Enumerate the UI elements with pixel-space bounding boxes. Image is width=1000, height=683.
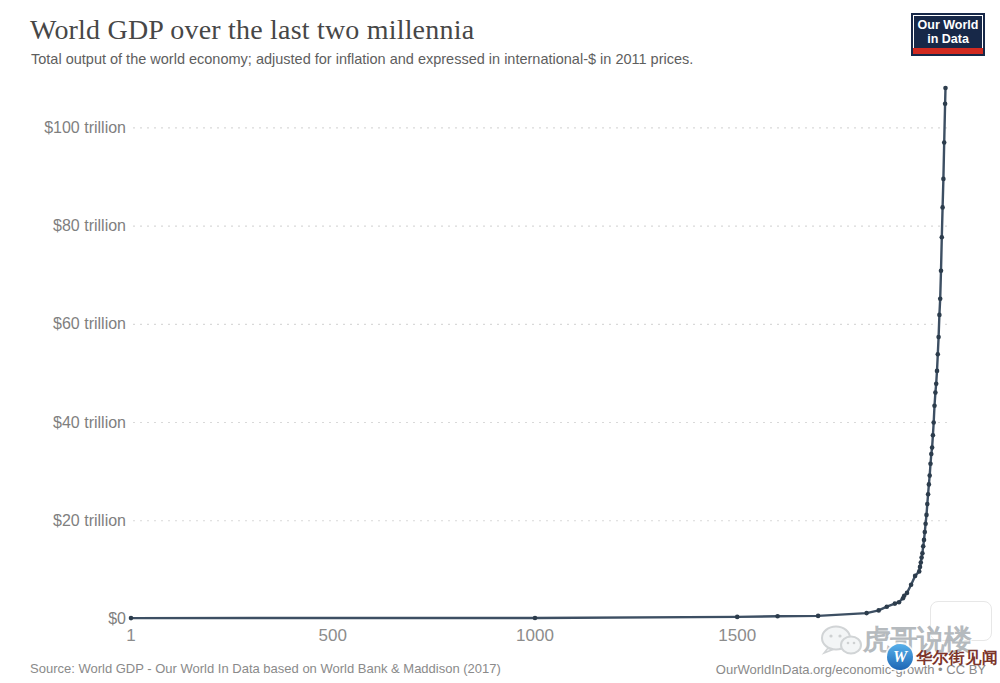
data-point-1974 [927, 482, 932, 487]
x-axis-label-1000: 1000 [516, 626, 554, 646]
page-title: World GDP over the last two millennia [30, 14, 474, 46]
data-point-1982 [930, 445, 935, 450]
owid-logo-red-stripe [913, 48, 983, 54]
y-axis-label-60: $60 trillion [16, 315, 126, 333]
data-point-2006 [940, 235, 945, 240]
gdp-line-chart [0, 0, 1000, 683]
data-point-2014 [943, 101, 948, 106]
data-point-2015 [943, 86, 948, 91]
data-point-2012 [942, 140, 947, 145]
data-point-1988 [932, 404, 937, 409]
data-point-1992 [934, 381, 939, 386]
data-point-1978 [928, 462, 933, 467]
owid-logo-line2: in Data [927, 32, 969, 46]
data-point-1980 [929, 452, 934, 457]
y-axis-label-100: $100 trillion [16, 119, 126, 137]
data-point-1998 [936, 335, 941, 340]
y-axis-label-40: $40 trillion [16, 414, 126, 432]
data-point-2010 [941, 177, 946, 182]
owid-logo: Our World in Data [911, 13, 985, 56]
wallstreetcn-logo-icon: W [887, 644, 913, 670]
x-axis-label-1500: 1500 [718, 626, 756, 646]
owid-logo-line1: Our World [918, 18, 979, 32]
data-point-1950 [917, 569, 922, 574]
data-point-1984 [931, 433, 936, 438]
data-point-1994 [935, 369, 940, 374]
data-point-1970 [925, 502, 930, 507]
world-gdp-line [131, 88, 946, 618]
data-point-1954 [919, 560, 924, 565]
source-note: Source: World GDP - Our World In Data ba… [30, 661, 501, 676]
chart-area: $0 $20 trillion $40 trillion $60 trillion $8… [0, 0, 1000, 683]
y-axis-label-80: $80 trillion [16, 217, 126, 235]
data-point-1996 [936, 352, 941, 357]
data-point-1964 [923, 530, 928, 535]
data-point-1990 [933, 390, 938, 395]
owid-logo-text: Our World in Data [913, 15, 983, 48]
data-point-1960 [921, 544, 926, 549]
data-point-1966 [923, 521, 928, 526]
data-point-1952 [918, 565, 923, 570]
data-point-2004 [939, 268, 944, 273]
data-point-2000 [937, 313, 942, 318]
data-point-1968 [924, 513, 929, 518]
data-point-1700 [816, 614, 821, 619]
x-axis-label-500: 500 [319, 626, 347, 646]
watermark-outlet-name: 华尔街见闻 [916, 648, 999, 669]
data-point-1956 [919, 555, 924, 560]
data-point-1958 [920, 551, 925, 556]
chart-subtitle: Total output of the world economy; adjus… [31, 51, 693, 67]
data-point-1940 [913, 574, 918, 579]
x-axis-label-1: 1 [126, 626, 135, 646]
data-point-2002 [938, 296, 943, 301]
data-point-1 [129, 616, 134, 621]
data-point-1850 [876, 608, 881, 613]
data-point-1920 [905, 591, 910, 596]
data-point-1600 [775, 614, 780, 619]
data-point-1900 [897, 600, 902, 605]
wechat-icon [818, 624, 864, 658]
data-point-1972 [926, 492, 931, 497]
data-point-2008 [940, 205, 945, 210]
data-point-1820 [864, 611, 869, 616]
data-point-1976 [927, 473, 932, 478]
data-point-1986 [931, 420, 936, 425]
data-point-1000 [533, 616, 538, 621]
data-point-1890 [893, 601, 898, 606]
data-point-1930 [909, 583, 914, 588]
data-point-1500 [735, 615, 740, 620]
y-axis-label-0: $0 [16, 610, 126, 628]
data-point-1962 [922, 538, 927, 543]
y-axis-label-20: $20 trillion [16, 512, 126, 530]
data-point-1870 [885, 604, 890, 609]
